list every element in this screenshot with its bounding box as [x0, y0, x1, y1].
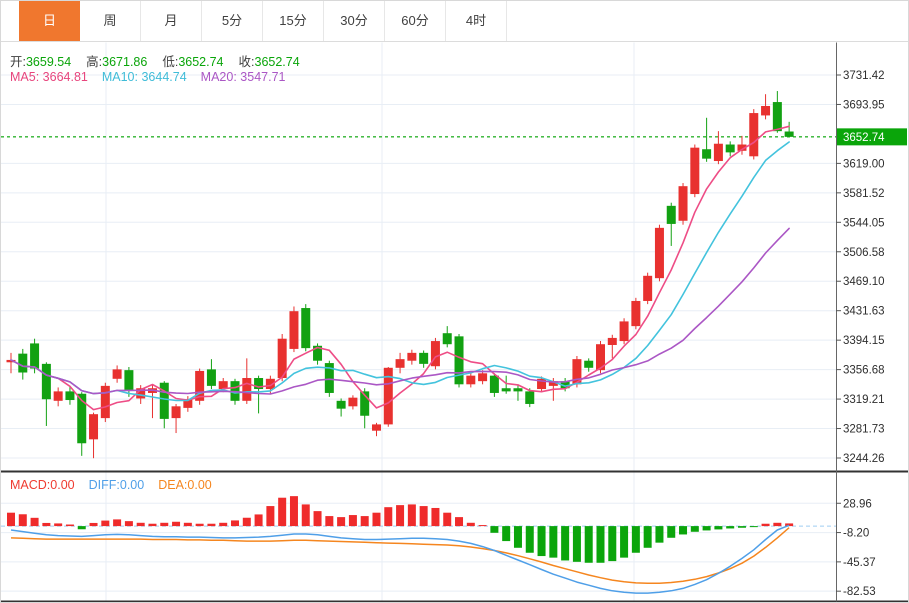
macd-tick-label: -82.53 [843, 586, 876, 598]
dea-readout: DEA:0.00 [158, 478, 212, 492]
ma10-line [10, 141, 790, 402]
price-tick-label: 3281.73 [843, 424, 885, 436]
open-value: 3659.54 [25, 55, 72, 69]
price-tick-label: 3244.26 [843, 453, 885, 465]
svg-text:3652.74: 3652.74 [843, 132, 885, 144]
macd-histogram [7, 496, 794, 563]
high-value: 3671.86 [102, 55, 148, 69]
ohlc-info-row: 开:3659.54 高:3671.86 低:3652.74 收:3652.74 [10, 51, 315, 70]
ma5-readout: MA5: 3664.81 [10, 70, 88, 84]
price-tick-label: 3356.68 [843, 365, 885, 377]
candlestick-series [6, 91, 794, 459]
period-tab-2[interactable]: 月 [141, 1, 202, 41]
period-tab-5[interactable]: 30分 [324, 1, 385, 41]
ma20-readout: MA20: 3547.71 [200, 70, 286, 84]
price-tick-label: 3431.63 [843, 306, 885, 318]
open-label: 开: [10, 55, 26, 69]
close-value: 3652.74 [254, 55, 300, 69]
macd-tick-label: -8.20 [843, 528, 869, 540]
dea-line [10, 527, 790, 585]
ma-info-row: MA5: 3664.81 MA10: 3644.74 MA20: 3547.71 [10, 70, 285, 84]
macd-tick-label: 28.96 [843, 498, 872, 510]
price-tick-label: 3469.10 [843, 276, 885, 288]
price-tick-label: 3394.15 [843, 335, 885, 347]
ma20-line [10, 227, 790, 395]
macd-tick-label: -45.37 [843, 557, 876, 569]
low-value: 3652.74 [178, 55, 224, 69]
period-tab-0[interactable]: 日 [19, 1, 80, 41]
low-label: 低: [162, 55, 179, 69]
price-tick-label: 3319.21 [843, 394, 885, 406]
period-tab-1[interactable]: 周 [80, 1, 141, 41]
diff-line [10, 524, 790, 594]
price-axis: 3731.42 3693.95 3619.00 3581.52 3544.05 3506.… [836, 70, 885, 465]
close-label: 收: [238, 55, 255, 69]
period-tab-3[interactable]: 5分 [202, 1, 263, 41]
macd-readout: MACD:0.00 [10, 478, 75, 492]
ma10-readout: MA10: 3644.74 [101, 70, 187, 84]
high-label: 高: [86, 55, 103, 69]
period-tab-4[interactable]: 15分 [263, 1, 324, 41]
price-tick-label: 3731.42 [843, 70, 885, 82]
price-tick-label: 3693.95 [843, 99, 885, 111]
price-tick-label: 3619.00 [843, 158, 885, 170]
price-tick-label: 3544.05 [843, 217, 885, 229]
diff-readout: DIFF:0.00 [88, 478, 145, 492]
current-price-marker: 3652.74 [837, 128, 907, 146]
macd-info-row: MACD:0.00 DIFF:0.00 DEA:0.00 [10, 478, 212, 492]
period-tabbar: 日周月 5分 15分 30分 60分 4时 [1, 1, 908, 42]
macd-axis: 28.96 -8.20 -45.37 -82.53 [836, 498, 876, 598]
period-tab-7[interactable]: 4时 [446, 1, 507, 41]
grid [1, 42, 836, 602]
price-tick-label: 3506.58 [843, 247, 885, 259]
period-tab-6[interactable]: 60分 [385, 1, 446, 41]
price-tick-label: 3581.52 [843, 188, 885, 200]
